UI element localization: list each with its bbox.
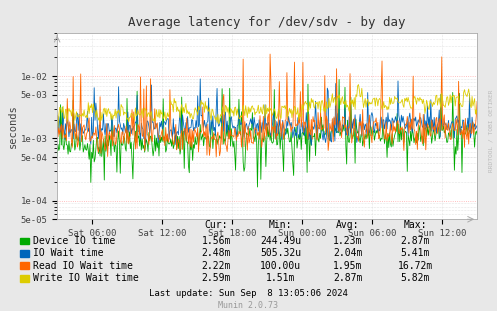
- Text: 16.72m: 16.72m: [398, 261, 432, 271]
- Text: IO Wait time: IO Wait time: [33, 248, 103, 258]
- Text: Cur:: Cur:: [204, 220, 228, 230]
- Text: 505.32u: 505.32u: [260, 248, 301, 258]
- Text: Min:: Min:: [269, 220, 293, 230]
- Text: 5.82m: 5.82m: [400, 273, 430, 283]
- Text: 2.04m: 2.04m: [333, 248, 363, 258]
- Text: 1.95m: 1.95m: [333, 261, 363, 271]
- Text: 2.48m: 2.48m: [201, 248, 231, 258]
- Text: RRDTOOL / TOBI OETIKER: RRDTOOL / TOBI OETIKER: [489, 89, 494, 172]
- Text: 1.51m: 1.51m: [266, 273, 296, 283]
- Text: 244.49u: 244.49u: [260, 236, 301, 246]
- Text: Read IO Wait time: Read IO Wait time: [33, 261, 133, 271]
- Text: 2.87m: 2.87m: [400, 236, 430, 246]
- Text: 100.00u: 100.00u: [260, 261, 301, 271]
- Y-axis label: seconds: seconds: [8, 104, 18, 148]
- Text: 1.23m: 1.23m: [333, 236, 363, 246]
- Title: Average latency for /dev/sdv - by day: Average latency for /dev/sdv - by day: [128, 16, 406, 29]
- Text: 2.59m: 2.59m: [201, 273, 231, 283]
- Text: 2.22m: 2.22m: [201, 261, 231, 271]
- Text: Avg:: Avg:: [336, 220, 360, 230]
- Text: 1.56m: 1.56m: [201, 236, 231, 246]
- Text: Last update: Sun Sep  8 13:05:06 2024: Last update: Sun Sep 8 13:05:06 2024: [149, 289, 348, 298]
- Text: Max:: Max:: [403, 220, 427, 230]
- Text: Write IO Wait time: Write IO Wait time: [33, 273, 139, 283]
- Text: Munin 2.0.73: Munin 2.0.73: [219, 301, 278, 310]
- Text: Device IO time: Device IO time: [33, 236, 115, 246]
- Text: 5.41m: 5.41m: [400, 248, 430, 258]
- Text: 2.87m: 2.87m: [333, 273, 363, 283]
